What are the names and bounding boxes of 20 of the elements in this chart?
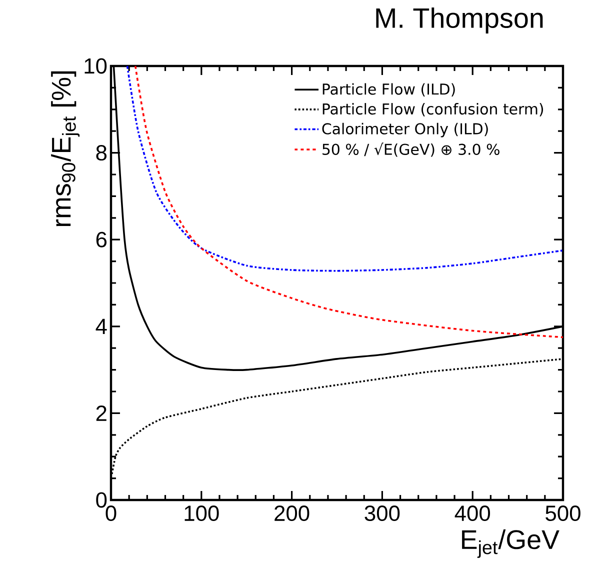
y-tick-label: 0 [96,492,107,508]
line-series [126,66,563,272]
y-tick-label: 6 [96,232,107,248]
y-tick-label: 4 [96,318,107,334]
y-tick-label: 8 [96,145,107,161]
line-series [134,66,563,338]
x-tick-label: 300 [364,506,400,522]
x-axis-title: E$_{jet}$/GeV [462,529,560,558]
legend-label: Particle Flow (confusion term) [322,103,544,116]
legend-label: Particle Flow (ILD) [322,83,455,97]
x-tick-label: 400 [454,506,490,522]
x-tick-label: 200 [274,506,310,522]
text: M. Thompson [376,8,543,34]
x-tick-label: 500 [546,506,580,522]
y-axis-title: rms$_{90}$/E$_{jet}$ [%] [51,71,80,226]
y-tick-label: 10 [84,58,107,74]
legend-label: Calorimeter Only (ILD) [322,122,488,138]
x-tick-label: 100 [184,506,219,522]
legend-label: 50 % / √E(GeV) ⊕ 3.0 % [322,142,500,157]
y-tick-label: 2 [96,406,106,421]
